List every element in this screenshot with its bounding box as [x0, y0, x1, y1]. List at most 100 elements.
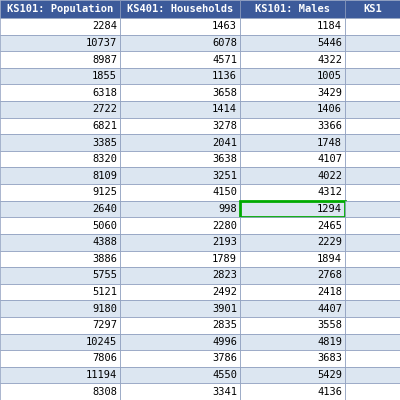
Bar [345, 134, 400, 151]
Bar [0, 317, 120, 334]
Text: 3251: 3251 [212, 171, 237, 181]
Bar [345, 101, 400, 118]
Text: 2041: 2041 [212, 138, 237, 148]
Bar [240, 234, 345, 250]
Bar [0, 18, 120, 35]
Text: 998: 998 [218, 204, 237, 214]
Text: 2284: 2284 [92, 21, 117, 31]
Bar [240, 267, 345, 284]
Text: KS1: KS1 [363, 4, 382, 14]
Text: 9180: 9180 [92, 304, 117, 314]
Bar [0, 51, 120, 68]
Bar [120, 367, 240, 383]
Bar [345, 168, 400, 184]
Bar [120, 134, 240, 151]
Bar [120, 334, 240, 350]
Text: 4322: 4322 [317, 54, 342, 64]
Text: 2823: 2823 [212, 270, 237, 280]
Bar [0, 383, 120, 400]
Bar [120, 201, 240, 217]
Text: 2492: 2492 [212, 287, 237, 297]
Bar [120, 35, 240, 51]
Text: 3786: 3786 [212, 354, 237, 364]
Bar [0, 367, 120, 383]
Text: 6078: 6078 [212, 38, 237, 48]
Text: 4550: 4550 [212, 370, 237, 380]
Text: 3658: 3658 [212, 88, 237, 98]
Text: 3278: 3278 [212, 121, 237, 131]
Bar [345, 84, 400, 101]
Bar [240, 0, 345, 18]
Bar [345, 267, 400, 284]
Text: 4150: 4150 [212, 187, 237, 197]
Bar [0, 284, 120, 300]
Text: 3901: 3901 [212, 304, 237, 314]
Bar [240, 151, 345, 168]
Bar [345, 201, 400, 217]
Bar [345, 68, 400, 84]
Text: 4107: 4107 [317, 154, 342, 164]
Text: 3886: 3886 [92, 254, 117, 264]
Text: 4819: 4819 [317, 337, 342, 347]
Bar [345, 367, 400, 383]
Bar [345, 250, 400, 267]
Text: 4022: 4022 [317, 171, 342, 181]
Text: 10245: 10245 [86, 337, 117, 347]
Bar [345, 118, 400, 134]
Text: 8109: 8109 [92, 171, 117, 181]
Bar [240, 217, 345, 234]
Text: 2229: 2229 [317, 237, 342, 247]
Text: 3683: 3683 [317, 354, 342, 364]
Text: 5429: 5429 [317, 370, 342, 380]
Bar [0, 68, 120, 84]
Text: 2768: 2768 [317, 270, 342, 280]
Bar [345, 18, 400, 35]
Bar [345, 184, 400, 201]
Bar [0, 300, 120, 317]
Text: 1789: 1789 [212, 254, 237, 264]
Text: 3558: 3558 [317, 320, 342, 330]
Text: 7806: 7806 [92, 354, 117, 364]
Text: 5755: 5755 [92, 270, 117, 280]
Text: 1005: 1005 [317, 71, 342, 81]
Bar [345, 383, 400, 400]
Text: 2835: 2835 [212, 320, 237, 330]
Bar [0, 168, 120, 184]
Text: 2280: 2280 [212, 221, 237, 231]
Bar [120, 51, 240, 68]
Bar [240, 184, 345, 201]
Text: 4136: 4136 [317, 387, 342, 397]
Text: 1414: 1414 [212, 104, 237, 114]
Text: 1294: 1294 [317, 204, 342, 214]
Bar [240, 201, 345, 217]
Bar [120, 18, 240, 35]
Text: 2465: 2465 [317, 221, 342, 231]
Text: 1406: 1406 [317, 104, 342, 114]
Bar [0, 184, 120, 201]
Text: 4571: 4571 [212, 54, 237, 64]
Bar [0, 0, 120, 18]
Text: 1855: 1855 [92, 71, 117, 81]
Text: 3638: 3638 [212, 154, 237, 164]
Bar [0, 35, 120, 51]
Bar [120, 0, 240, 18]
Bar [120, 84, 240, 101]
Text: 11194: 11194 [86, 370, 117, 380]
Text: 3341: 3341 [212, 387, 237, 397]
Bar [240, 118, 345, 134]
Text: KS101: Population: KS101: Population [7, 4, 113, 14]
Text: 4407: 4407 [317, 304, 342, 314]
Bar [240, 284, 345, 300]
Bar [120, 217, 240, 234]
Text: 1136: 1136 [212, 71, 237, 81]
Bar [120, 101, 240, 118]
Bar [345, 350, 400, 367]
Text: 9125: 9125 [92, 187, 117, 197]
Bar [0, 118, 120, 134]
Text: 6318: 6318 [92, 88, 117, 98]
Bar [120, 234, 240, 250]
Bar [120, 383, 240, 400]
Text: 4388: 4388 [92, 237, 117, 247]
Text: 8308: 8308 [92, 387, 117, 397]
Bar [240, 350, 345, 367]
